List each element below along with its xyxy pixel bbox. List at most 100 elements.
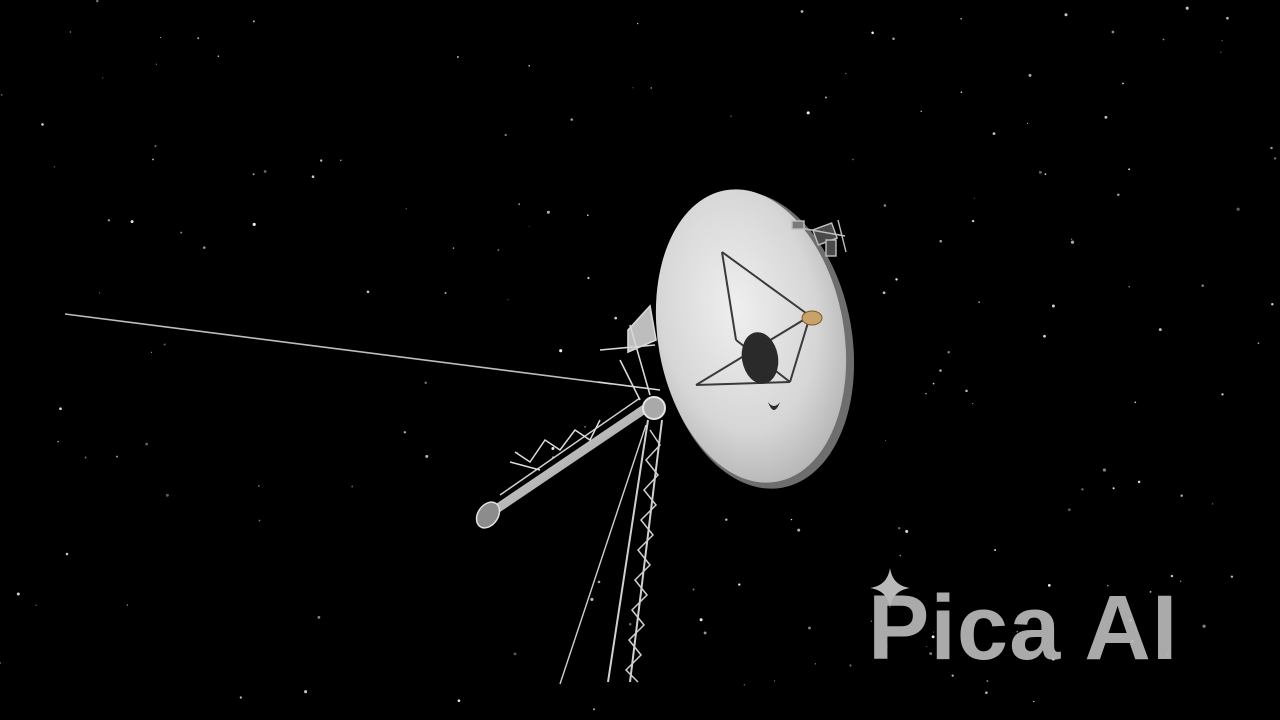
star	[130, 220, 134, 224]
magnetometer-antenna	[64, 313, 613, 385]
star	[320, 159, 323, 162]
star	[992, 132, 996, 135]
star	[513, 652, 517, 656]
star	[239, 696, 242, 699]
star	[203, 246, 206, 249]
star	[1201, 284, 1204, 287]
star	[806, 111, 810, 115]
star	[978, 301, 980, 303]
bus-frame	[597, 304, 661, 401]
star	[425, 454, 429, 458]
star	[1051, 304, 1055, 308]
star	[252, 173, 255, 176]
star	[497, 249, 500, 252]
star	[895, 278, 898, 281]
star	[905, 529, 909, 533]
star	[1128, 286, 1130, 288]
star	[1107, 584, 1109, 587]
star	[528, 65, 530, 67]
star	[35, 604, 37, 606]
star	[1033, 700, 1035, 703]
star	[1026, 122, 1029, 124]
star	[1128, 168, 1131, 171]
star	[584, 426, 586, 428]
star	[217, 55, 220, 57]
star	[84, 456, 87, 459]
star	[947, 351, 950, 354]
star	[252, 222, 256, 226]
star	[1047, 584, 1051, 587]
star	[1016, 631, 1018, 633]
star	[1081, 488, 1084, 491]
star	[444, 291, 447, 295]
star	[65, 552, 69, 556]
star	[597, 580, 601, 584]
star	[730, 115, 732, 118]
star	[807, 626, 812, 630]
star	[590, 597, 594, 601]
star	[311, 175, 315, 178]
star	[504, 133, 507, 137]
star	[926, 646, 928, 648]
star	[517, 451, 519, 453]
star	[960, 91, 963, 94]
star	[1111, 30, 1115, 34]
star	[1221, 393, 1224, 396]
star	[886, 645, 888, 648]
star	[180, 231, 183, 234]
star	[351, 485, 354, 488]
star	[614, 316, 618, 320]
star	[551, 447, 555, 450]
star	[98, 292, 101, 294]
star	[898, 527, 901, 530]
scan-platform	[791, 219, 847, 257]
star	[1162, 38, 1165, 41]
star	[1043, 334, 1046, 338]
star	[69, 31, 71, 33]
star	[1028, 73, 1032, 77]
star	[126, 604, 129, 606]
star	[53, 166, 56, 168]
star	[163, 343, 166, 346]
star	[932, 631, 935, 633]
star	[57, 440, 59, 443]
star	[528, 225, 530, 227]
star	[800, 10, 804, 13]
star	[165, 493, 169, 497]
star	[258, 519, 261, 522]
star	[1220, 51, 1222, 53]
star	[403, 431, 406, 434]
star	[1257, 342, 1260, 345]
star	[1271, 303, 1274, 306]
star	[1180, 494, 1183, 497]
star	[1104, 115, 1108, 119]
star	[1166, 653, 1169, 655]
star	[971, 219, 975, 223]
star	[692, 588, 695, 591]
star	[965, 389, 968, 393]
star	[424, 381, 427, 384]
watermark: Pica AI	[868, 566, 1248, 686]
star	[518, 203, 521, 206]
star	[773, 680, 776, 682]
star	[925, 392, 927, 395]
star	[892, 37, 895, 41]
star	[405, 208, 407, 210]
sparkle-icon	[870, 568, 910, 608]
star	[1102, 468, 1106, 472]
feed-horn	[801, 310, 823, 326]
star	[852, 158, 854, 161]
star	[1270, 146, 1273, 150]
star	[1236, 207, 1240, 211]
star	[725, 518, 728, 521]
star	[939, 369, 942, 372]
star	[546, 210, 550, 214]
star	[743, 683, 746, 686]
star	[1064, 13, 1068, 17]
subreflector	[741, 332, 779, 384]
star	[972, 403, 974, 405]
star	[340, 159, 342, 162]
star	[116, 455, 118, 458]
lattice-mast	[607, 419, 663, 683]
